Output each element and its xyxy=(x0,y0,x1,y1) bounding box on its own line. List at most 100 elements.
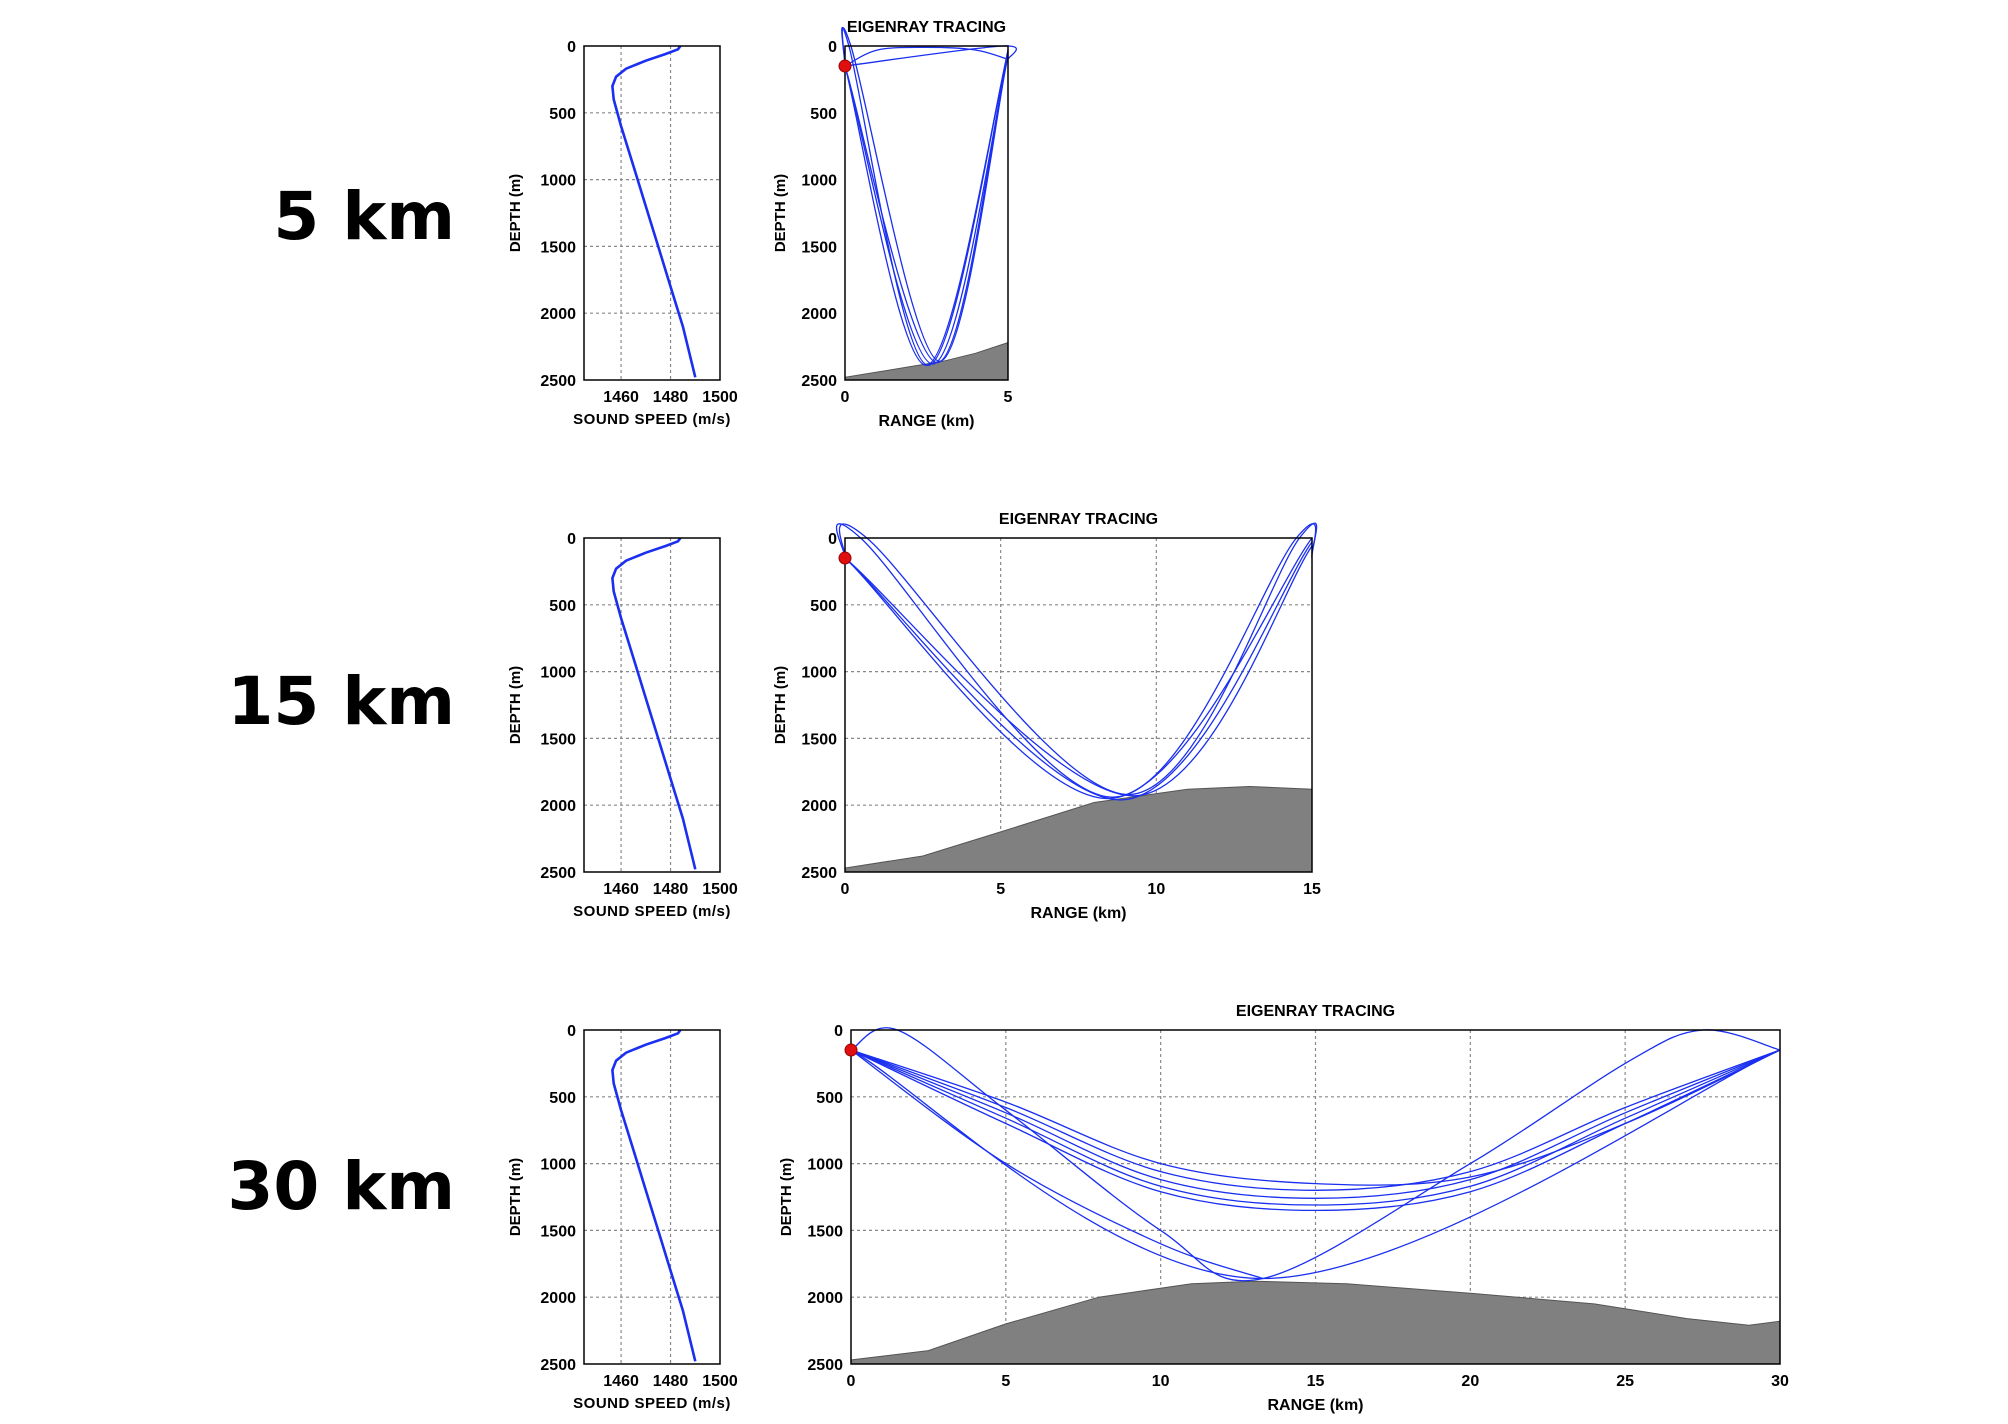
eigenray-path xyxy=(841,27,1009,362)
ray-xtick-label: 10 xyxy=(1152,1373,1170,1390)
ray-ytick-label: 2000 xyxy=(801,306,837,323)
eigenray-path xyxy=(844,49,1009,364)
sound-speed-line xyxy=(611,537,697,870)
seabed-area xyxy=(844,341,1009,381)
ray-ylabel: DEPTH (m) xyxy=(772,174,789,252)
ray-xtick-label: 0 xyxy=(841,389,850,406)
profile-xtick-label: 1500 xyxy=(702,389,738,406)
eigenray-path xyxy=(850,1049,1781,1186)
ray-ytick-label: 500 xyxy=(810,106,837,123)
source-marker xyxy=(844,1043,858,1057)
eigenray-path xyxy=(850,1049,1781,1206)
profile-ytick-label: 1500 xyxy=(540,731,576,748)
profile-xtick-label: 1480 xyxy=(653,881,689,898)
sound-speed-panel: 0 500 1000 1500 2000 2500 1460 1480 1500 SOUND SP… xyxy=(507,39,738,428)
eigenray-path xyxy=(850,1049,1264,1280)
ray-xlabel: RANGE (km) xyxy=(1030,905,1126,922)
profile-xtick-label: 1460 xyxy=(603,389,639,406)
profile-ytick-label: 1000 xyxy=(540,665,576,682)
eigenray-path xyxy=(850,1049,1781,1199)
ray-xtick-label: 15 xyxy=(1303,881,1321,898)
ray-xtick-label: 0 xyxy=(847,1373,856,1390)
profile-xtick-label: 1500 xyxy=(702,1373,738,1390)
eigenray-path xyxy=(844,545,1313,797)
profile-ytick-label: 2500 xyxy=(540,1357,576,1374)
eigenray-path xyxy=(844,537,1313,800)
profile-ytick-label: 2500 xyxy=(540,373,576,390)
ray-xtick-label: 5 xyxy=(1004,389,1013,406)
ray-xtick-label: 30 xyxy=(1771,1373,1789,1390)
eigenray-path xyxy=(844,46,1009,67)
eigenray-path xyxy=(844,45,1018,67)
profile-frame xyxy=(583,1029,721,1365)
eigenray-path xyxy=(850,1049,1781,1191)
ray-frame xyxy=(844,45,1009,381)
profile-ytick-label: 1500 xyxy=(540,239,576,256)
seabed-area xyxy=(850,1280,1781,1365)
ray-ytick-label: 2000 xyxy=(801,798,837,815)
ray-xlabel: RANGE (km) xyxy=(1267,1397,1363,1414)
source-marker xyxy=(838,59,852,73)
ray-xtick-label: 20 xyxy=(1461,1373,1479,1390)
sound-speed-panel: 0 500 1000 1500 2000 2500 1460 1480 1500 SOUND SP… xyxy=(507,1023,738,1412)
profile-ylabel: DEPTH (m) xyxy=(507,174,524,252)
profile-ytick-label: 1500 xyxy=(540,1223,576,1240)
eigenray-path xyxy=(835,523,1317,798)
ray-xtick-label: 15 xyxy=(1307,1373,1325,1390)
profile-xtick-label: 1480 xyxy=(653,1373,689,1390)
ray-xtick-label: 0 xyxy=(841,881,850,898)
ray-title: EIGENRAY TRACING xyxy=(999,511,1158,528)
ray-ytick-label: 1000 xyxy=(801,665,837,682)
profile-ylabel: DEPTH (m) xyxy=(507,1158,524,1236)
profile-ytick-label: 0 xyxy=(567,531,576,548)
profile-xlabel: SOUND SPEED (m/s) xyxy=(573,411,731,428)
profile-frame xyxy=(583,45,721,381)
eigenray-path xyxy=(844,541,1313,801)
seabed-area xyxy=(844,785,1313,873)
row-label-30km: 30 km xyxy=(227,1148,456,1225)
eigenray-path xyxy=(844,56,1009,365)
profile-xtick-label: 1480 xyxy=(653,389,689,406)
ray-ytick-label: 0 xyxy=(834,1023,843,1040)
ray-xlabel: RANGE (km) xyxy=(878,413,974,430)
profile-ytick-label: 500 xyxy=(549,1090,576,1107)
sound-speed-line xyxy=(611,1029,697,1362)
ray-frame xyxy=(844,537,1313,873)
ray-ytick-label: 2500 xyxy=(807,1357,843,1374)
ray-xtick-label: 5 xyxy=(996,881,1005,898)
ray-ytick-label: 2000 xyxy=(807,1290,843,1307)
ray-ytick-label: 2500 xyxy=(801,373,837,390)
ray-ytick-label: 500 xyxy=(816,1090,843,1107)
ray-frame xyxy=(850,1029,1781,1365)
profile-ytick-label: 2500 xyxy=(540,865,576,882)
ray-xtick-label: 25 xyxy=(1616,1373,1634,1390)
eigenray-path xyxy=(844,52,1009,366)
profile-ytick-label: 500 xyxy=(549,598,576,615)
ray-title: EIGENRAY TRACING xyxy=(1236,1003,1395,1020)
ray-ytick-label: 1500 xyxy=(801,239,837,256)
ray-xtick-label: 5 xyxy=(1001,1373,1010,1390)
profile-ylabel: DEPTH (m) xyxy=(507,666,524,744)
profile-xtick-label: 1460 xyxy=(603,881,639,898)
eigenray-path xyxy=(850,1027,1781,1282)
ray-ylabel: DEPTH (m) xyxy=(772,666,789,744)
ray-ytick-label: 0 xyxy=(828,39,837,56)
ray-ytick-label: 0 xyxy=(828,531,837,548)
ray-title: EIGENRAY TRACING xyxy=(847,19,1006,36)
profile-xtick-label: 1460 xyxy=(603,1373,639,1390)
row-label-15km: 15 km xyxy=(227,663,456,740)
eigenray-path xyxy=(838,522,1318,796)
sound-speed-line xyxy=(611,45,697,378)
source-marker xyxy=(838,551,852,565)
ray-ytick-label: 1500 xyxy=(801,731,837,748)
ray-ytick-label: 1000 xyxy=(807,1157,843,1174)
profile-ytick-label: 1000 xyxy=(540,173,576,190)
profile-frame xyxy=(583,537,721,873)
profile-ytick-label: 1000 xyxy=(540,1157,576,1174)
profile-ytick-label: 0 xyxy=(567,39,576,56)
profile-ytick-label: 500 xyxy=(549,106,576,123)
